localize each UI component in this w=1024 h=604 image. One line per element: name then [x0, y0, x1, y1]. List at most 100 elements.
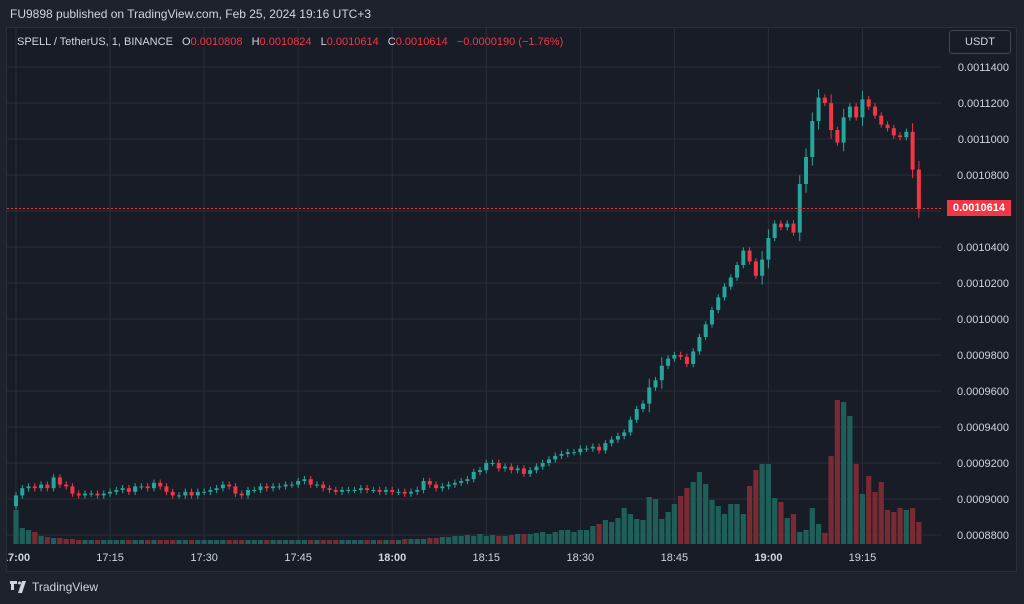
high-value: 0.0010824 [259, 36, 312, 48]
candle-body [728, 277, 733, 287]
candle-body [39, 484, 44, 489]
candle-body [841, 117, 846, 143]
volume-bar [433, 538, 439, 544]
candle-body [854, 106, 859, 118]
candle-body [214, 488, 219, 490]
candle-body [177, 495, 182, 497]
volume-bar [540, 532, 546, 544]
volume-bar [815, 524, 822, 544]
volume-bar [339, 540, 345, 544]
candle-body [352, 490, 357, 491]
volume-bar [289, 540, 295, 544]
volume-bar [822, 533, 828, 544]
volume-bar [834, 400, 840, 544]
volume-bar [583, 530, 590, 544]
time-axis[interactable]: 17:00 17:15 17:30 17:45 18:00 18:15 18:30 18:45… [7, 552, 876, 564]
volume-bar [395, 540, 402, 544]
candle-body [465, 479, 470, 481]
volume-bar [552, 532, 558, 544]
volume-bar [214, 540, 220, 544]
candle-body [120, 488, 125, 490]
y-tick-label: 0.0010000 [957, 314, 1009, 326]
candle-body [471, 472, 476, 480]
volume-bar [665, 512, 671, 544]
candle-body [634, 409, 639, 420]
candle-body [57, 477, 62, 485]
candle-body [904, 131, 909, 138]
y-tick-label: 0.0010800 [957, 170, 1009, 182]
candle-body [716, 297, 721, 310]
candle-body [603, 443, 608, 451]
candle-body [227, 484, 232, 487]
volume-bar [245, 540, 251, 544]
candle-body [321, 484, 326, 489]
x-tick-label: 18:15 [472, 552, 500, 564]
volume-bar [671, 504, 677, 544]
candle-body [239, 493, 244, 496]
volume-bar [308, 540, 314, 544]
candle-body [333, 490, 338, 492]
volume-bar [408, 539, 414, 544]
candle-body [383, 490, 388, 492]
candle-body [459, 481, 464, 483]
candle-body [521, 468, 526, 474]
price-axis[interactable]: 0.0011400 0.0011200 0.0011000 0.0010800 0.00… [957, 62, 1009, 542]
x-tick-label: 19:00 [754, 552, 782, 564]
volume-bar [94, 540, 101, 544]
currency-button[interactable]: USDT [949, 30, 1011, 54]
symbol-label[interactable]: SPELL / TetherUS, 1, BINANCE [17, 36, 173, 48]
volume-bar [803, 530, 809, 544]
y-tick-label: 0.0009600 [957, 386, 1009, 398]
volume-bar [621, 508, 627, 544]
tradingview-brand[interactable]: TradingView [10, 580, 98, 594]
chart-panel[interactable]: 0.0011400 0.0011200 0.0011000 0.0010800 0.00… [6, 27, 1017, 572]
candle-body [289, 484, 294, 486]
candle-body [427, 481, 432, 485]
candle-body [741, 250, 746, 265]
volume-bar [377, 540, 383, 544]
volume-bar [734, 504, 740, 544]
candle-body [546, 459, 551, 463]
volume-bar [558, 530, 565, 544]
candle-body [89, 493, 94, 495]
candle-body [76, 493, 81, 496]
high-label: H [251, 36, 260, 48]
ohlc-legend: SPELL / TetherUS, 1, BINANCE O0.0010808 … [17, 36, 563, 48]
y-tick-label: 0.0011000 [958, 134, 1009, 146]
volume-bar [571, 532, 577, 544]
y-tick-label: 0.0010400 [957, 242, 1009, 254]
candle-body [484, 463, 489, 471]
volume-bar [721, 514, 728, 544]
candle-body [220, 484, 225, 489]
candle-body [82, 493, 87, 496]
volume-bar [828, 456, 834, 544]
candle-body [396, 491, 401, 493]
candle-body [170, 491, 175, 496]
candle-body [409, 491, 414, 494]
volume-bar [32, 532, 38, 544]
volume-bar [170, 540, 176, 544]
candle-body [810, 121, 815, 157]
candle-body [20, 488, 25, 496]
candle-body [434, 484, 439, 489]
volume-bar [276, 540, 282, 544]
volume-bar [283, 540, 289, 544]
candle-body [584, 448, 589, 450]
volume-bar [703, 484, 709, 544]
candle-body [402, 491, 407, 494]
candle-body [622, 432, 627, 436]
volume-bar [740, 514, 746, 544]
volume-bar [326, 540, 333, 544]
candles [14, 88, 921, 510]
candle-body [916, 169, 921, 210]
candle-body [515, 468, 520, 471]
volume-bar [51, 538, 57, 544]
candle-body [791, 223, 796, 233]
candle-body [358, 488, 363, 490]
candle-body [691, 351, 696, 364]
volume-bar [784, 518, 790, 544]
candle-body [365, 488, 370, 490]
price-chart[interactable]: 0.0011400 0.0011200 0.0011000 0.0010800 0.00… [7, 28, 1016, 571]
volume-bar [809, 508, 815, 544]
candle-body [195, 491, 200, 496]
